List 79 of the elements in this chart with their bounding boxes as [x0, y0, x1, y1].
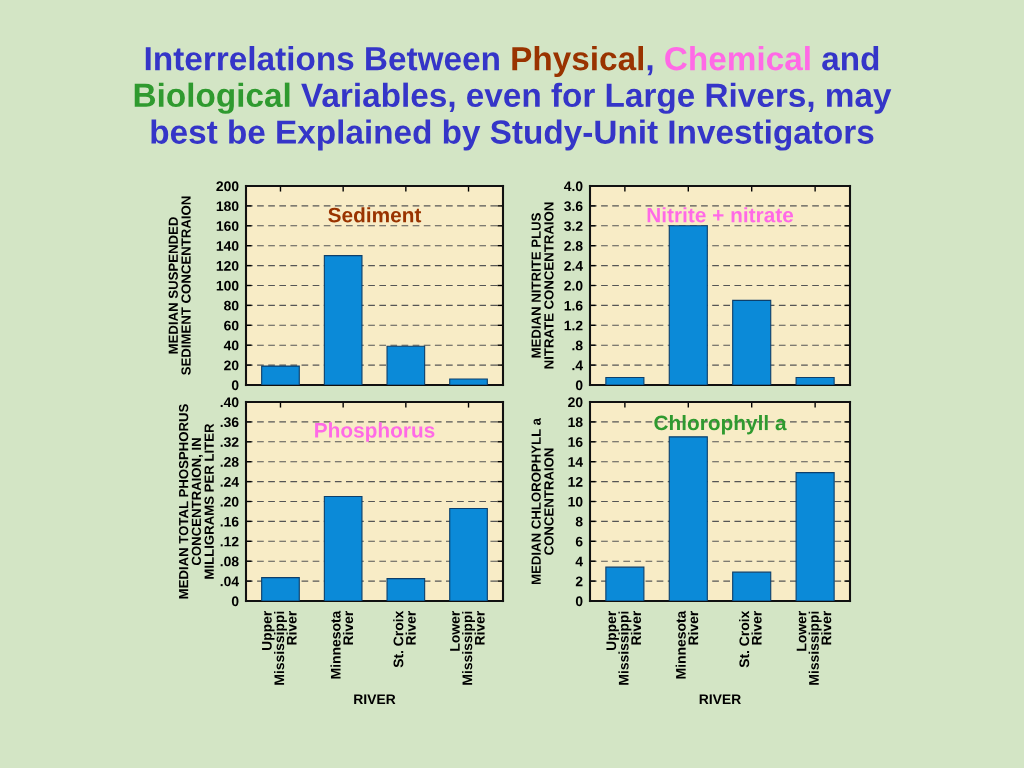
y-tick-label: .08 [220, 556, 239, 567]
y-axis-title: MEDIAN SUSPENDED SEDIMENT CONCENTRAION [168, 196, 191, 375]
y-tick-label: .12 [220, 536, 239, 547]
y-tick-label: 160 [216, 221, 239, 231]
y-axis-title: MEDIAN TOTAL PHOSPHORUS CONCENTRAION, IN MILLIGRAMS PER LITER [178, 404, 214, 599]
bar [323, 255, 363, 385]
x-tick-label: Minnesota River [330, 610, 354, 679]
bar [261, 365, 300, 385]
y-tick-label: 1.2 [564, 320, 583, 331]
y-tick-label: 200 [216, 181, 239, 192]
bar [261, 577, 300, 601]
x-tick-label: St. Croix River [393, 610, 416, 668]
x-axis-title: RIVER [699, 694, 741, 704]
y-tick-label: 40 [223, 340, 239, 351]
y-tick-label: 60 [224, 320, 239, 331]
x-tick-label: Lower Mississippi River [796, 610, 832, 685]
text: Phosphorus [315, 422, 435, 442]
bar [732, 571, 772, 601]
x-tick-label: St. Croix River [739, 610, 762, 668]
bar [386, 578, 426, 601]
y-tick-label: 180 [216, 201, 239, 212]
y-tick-label: .32 [220, 437, 239, 447]
y-tick-label: 4.0 [563, 181, 583, 192]
y-tick-label: .16 [220, 516, 239, 527]
y-tick-label: 0 [575, 380, 583, 391]
y-tick-label: 14 [568, 457, 583, 467]
y-tick-label: 8 [575, 516, 583, 527]
y-tick-label: 3.2 [564, 221, 583, 231]
bar [732, 299, 772, 385]
y-tick-label: 0 [231, 596, 239, 607]
y-tick-label: .04 [220, 576, 239, 587]
y-tick-label: 120 [216, 260, 239, 271]
y-tick-label: 1.6 [564, 300, 583, 311]
y-tick-label: 80 [224, 300, 239, 311]
y-tick-label: 0 [575, 596, 583, 607]
x-tick-label: Lower Mississippi River [450, 610, 485, 685]
bar [323, 495, 363, 601]
y-tick-label: .28 [220, 457, 239, 467]
y-tick-label: .4 [572, 360, 583, 371]
y-tick-label: 12 [568, 476, 583, 487]
x-axis-title: RIVER [354, 694, 396, 704]
y-tick-label: 20 [224, 360, 239, 371]
y-tick-label: .8 [572, 340, 583, 351]
y-tick-label: 16 [568, 437, 583, 447]
y-tick-label: .20 [220, 496, 239, 507]
y-tick-label: 0 [231, 380, 239, 391]
y-tick-label: 18 [568, 417, 583, 428]
y-tick-label: 3.6 [564, 201, 583, 212]
text: Chlorophyll a [654, 414, 787, 435]
bar [386, 345, 426, 385]
x-tick-label: Minnesota River [675, 610, 699, 679]
y-tick-label: 20 [568, 397, 583, 408]
bar [605, 566, 645, 601]
bar [605, 376, 645, 385]
y-tick-label: .24 [220, 476, 239, 487]
y-tick-label: 2.8 [564, 241, 583, 251]
text: Nitrite + nitrate [647, 207, 794, 223]
y-tick-label: 2.0 [564, 280, 583, 291]
y-axis-title: MEDIAN NITRITE PLUS NITRATE CONCENTRAION [531, 202, 554, 369]
y-tick-label: 140 [216, 241, 239, 251]
chart-title: Interrelations Between Physical, Chemical and Biological Variables, even for Large Rivers, may best be Explained by Study-Unit Investigators [134, 46, 892, 151]
y-tick-label: 2.4 [564, 260, 583, 271]
bar [795, 376, 835, 385]
x-tick-label: Upper Mississippi River [606, 610, 642, 685]
y-tick-label: 2 [575, 576, 583, 587]
bar [449, 507, 488, 601]
bar [668, 436, 708, 601]
y-tick-label: .40 [220, 397, 239, 408]
y-tick-label: 100 [216, 280, 239, 291]
bar [795, 472, 835, 601]
bar [449, 378, 488, 385]
text: Sediment [328, 207, 422, 223]
y-tick-label: .36 [220, 417, 239, 428]
y-axis-title: MEDIAN CHLOROPHYLL a CONCENTRAION [531, 417, 554, 585]
x-tick-label: Upper Mississippi River [262, 610, 297, 685]
bar [668, 225, 708, 385]
y-tick-label: 6 [575, 536, 583, 547]
y-tick-label: 4 [575, 556, 583, 567]
y-tick-label: 10 [568, 496, 583, 507]
